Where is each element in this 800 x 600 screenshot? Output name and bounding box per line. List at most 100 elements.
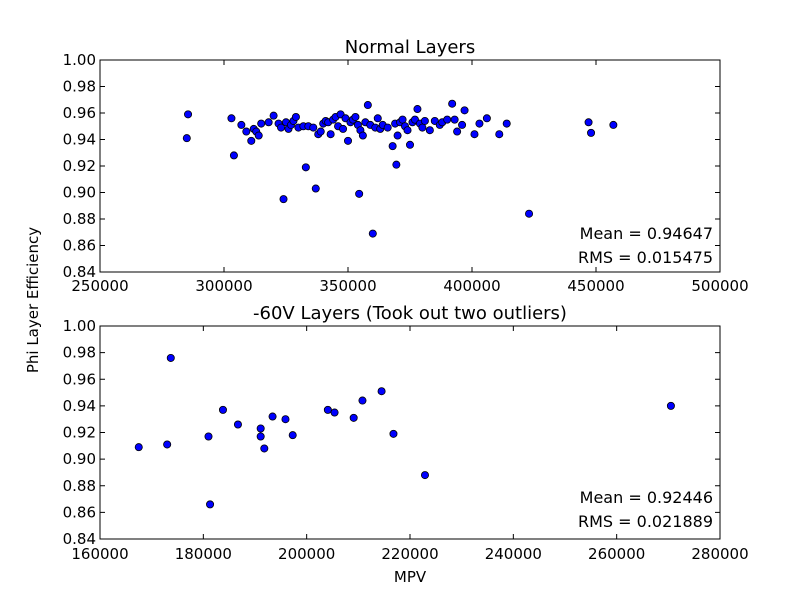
- normal-layers-data-point: [413, 105, 422, 114]
- normal-layers-data-point: [227, 114, 236, 123]
- normal-layers-data-point: [326, 130, 335, 139]
- normal-layers-data-point: [453, 127, 462, 136]
- normal-layers-data-point: [343, 136, 352, 145]
- normal-layers-data-point: [301, 163, 310, 172]
- shared-y-axis-label: Phi Layer Efficiency: [24, 227, 42, 373]
- normal-layers-data-point: [420, 116, 429, 125]
- 60v-layers-data-point: [281, 415, 290, 424]
- 60v-layers-y-tick-label: 0.96: [63, 370, 96, 388]
- normal-layers-data-point: [383, 123, 392, 132]
- normal-layers-data-point: [279, 195, 288, 204]
- 60v-layers-x-tick-label: 240000: [485, 545, 542, 563]
- 60v-layers-y-tick-label: 0.94: [63, 397, 96, 415]
- normal-layers-y-tick-label: 0.98: [63, 78, 96, 96]
- normal-layers-data-point: [392, 160, 401, 169]
- normal-layers-data-point: [448, 99, 457, 108]
- normal-layers-data-point: [482, 114, 491, 123]
- 60v-layers-data-point: [260, 444, 269, 453]
- normal-layers-data-point: [475, 119, 484, 128]
- normal-layers-data-point: [609, 120, 618, 129]
- 60v-layers-stat-annotation: RMS = 0.021889: [578, 512, 713, 531]
- 60v-layers-data-point: [256, 432, 265, 441]
- normal-layers-data-point: [584, 118, 593, 127]
- 60v-layers-data-point: [288, 431, 297, 440]
- 60v-layers-data-point: [358, 396, 367, 405]
- normal-layers-data-point: [182, 134, 191, 143]
- normal-layers-data-point: [470, 130, 479, 139]
- normal-layers-data-point: [388, 142, 397, 151]
- normal-layers-data-point: [269, 111, 278, 120]
- 60v-layers-data-point: [233, 420, 242, 429]
- normal-layers-y-tick-label: 0.84: [63, 263, 96, 281]
- normal-layers-x-tick-label: 450000: [567, 277, 624, 295]
- normal-layers-data-point: [257, 119, 266, 128]
- normal-layers-data-point: [309, 123, 318, 132]
- normal-layers-data-point: [450, 115, 459, 124]
- 60v-layers-x-tick-label: 200000: [278, 545, 335, 563]
- 60v-layers-y-tick-label: 1.00: [63, 317, 96, 335]
- normal-layers-data-point: [358, 131, 367, 140]
- normal-layers-data-point: [355, 189, 364, 198]
- normal-layers-stat-annotation: RMS = 0.015475: [578, 248, 713, 267]
- normal-layers-data-point: [398, 115, 407, 124]
- normal-layers-y-tick-label: 0.92: [63, 157, 96, 175]
- 60v-layers-data-point: [268, 412, 277, 421]
- plot-normal-layers: Normal Layers 250000 300000 350000 400000 450…: [63, 37, 749, 295]
- 60v-layers-data-point: [206, 500, 215, 509]
- normal-layers-x-tick-label: 350000: [319, 277, 376, 295]
- normal-layers-x-tick-label: 300000: [195, 277, 252, 295]
- 60v-layers-stat-annotation: Mean = 0.92446: [580, 488, 713, 507]
- normal-layers-data-point: [443, 115, 452, 124]
- 60v-layers-data-point: [163, 440, 172, 449]
- normal-layers-data-point: [254, 131, 263, 140]
- normal-layers-y-tick-label: 0.94: [63, 131, 96, 149]
- 60v-layers-x-tick-label: 260000: [588, 545, 645, 563]
- normal-layers-stat-annotation: Mean = 0.94647: [580, 224, 713, 243]
- 60v-layers-data-point: [666, 401, 675, 410]
- 60v-layers-data-point: [389, 429, 398, 438]
- normal-layers-data-point: [393, 131, 402, 140]
- 60v-layers-data-point: [134, 443, 143, 452]
- normal-layers-data-point: [495, 130, 504, 139]
- normal-layers-x-tick-label: 250000: [71, 277, 128, 295]
- 60v-layers-x-tick-label: 280000: [691, 545, 748, 563]
- normal-layers-data-point: [237, 120, 246, 129]
- 60v-layers-data-point: [377, 387, 386, 396]
- normal-layers-y-tick-label: 1.00: [63, 51, 96, 69]
- normal-layers-data-point: [277, 123, 286, 132]
- normal-layers-title: Normal Layers: [345, 37, 475, 58]
- normal-layers-data-point: [405, 140, 414, 149]
- normal-layers-x-tick-label: 400000: [443, 277, 500, 295]
- 60v-layers-x-tick-label: 220000: [381, 545, 438, 563]
- normal-layers-data-point: [418, 123, 427, 132]
- 60v-layers-data-point: [330, 408, 339, 417]
- normal-layers-data-point: [247, 136, 256, 145]
- 60v-layers-y-tick-label: 0.98: [63, 344, 96, 362]
- 60v-layers-x-axis-label: MPV: [394, 568, 427, 586]
- normal-layers-x-tick-label: 500000: [691, 277, 748, 295]
- 60v-layers-y-tick-label: 0.88: [63, 477, 96, 495]
- 60v-layers-data-point: [204, 432, 213, 441]
- normal-layers-data-point: [363, 101, 372, 110]
- normal-layers-data-point: [458, 120, 467, 129]
- normal-layers-data-point: [373, 114, 382, 123]
- normal-layers-y-tick-label: 0.96: [63, 104, 96, 122]
- 60v-layers-title: -60V Layers (Took out two outliers): [253, 303, 567, 324]
- 60v-layers-data-point: [256, 424, 265, 433]
- normal-layers-data-point: [184, 110, 193, 119]
- normal-layers-data-point: [502, 119, 511, 128]
- 60v-layers-y-tick-label: 0.86: [63, 503, 96, 521]
- normal-layers-data-point: [242, 127, 251, 136]
- normal-layers-data-point: [368, 229, 377, 238]
- 60v-layers-data-point: [218, 405, 227, 414]
- normal-layers-data-point: [525, 209, 534, 218]
- normal-layers-data-point: [311, 184, 320, 193]
- normal-layers-data-point: [264, 118, 273, 127]
- normal-layers-data-point: [403, 126, 412, 135]
- normal-layers-y-tick-label: 0.88: [63, 210, 96, 228]
- 60v-layers-y-tick-label: 0.90: [63, 450, 96, 468]
- normal-layers-data-point: [425, 126, 434, 135]
- 60v-layers-data-point: [323, 405, 332, 414]
- normal-layers-data-point: [460, 106, 469, 115]
